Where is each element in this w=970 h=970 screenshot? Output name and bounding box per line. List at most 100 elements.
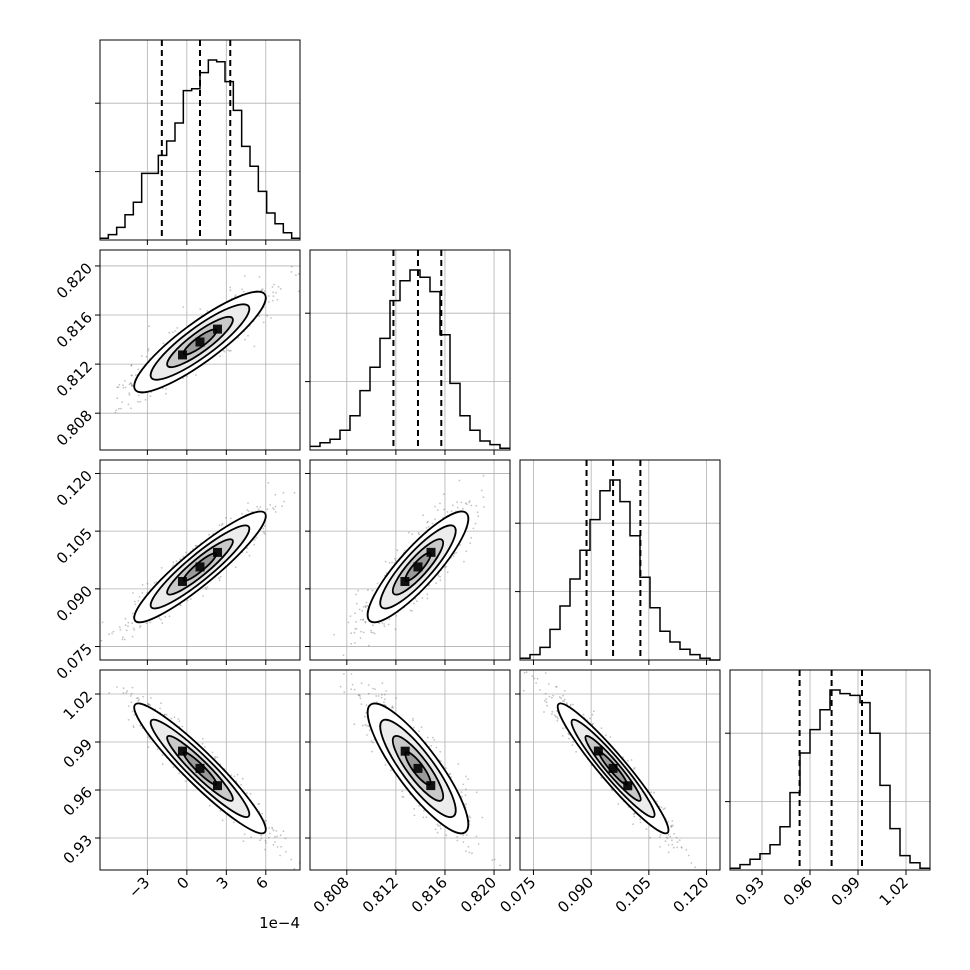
scatter-point [133, 629, 136, 631]
density-peak-cell [177, 576, 187, 586]
scatter-point [475, 505, 478, 507]
scatter-point [272, 295, 275, 297]
scatter-point [358, 694, 361, 696]
scatter-point [364, 620, 367, 623]
panel-frame [99, 459, 301, 661]
panel-content [339, 673, 502, 867]
density-peak-cell [195, 562, 205, 572]
scatter-point [275, 830, 278, 832]
scatter-point [160, 567, 163, 569]
scatter-point [165, 392, 167, 395]
scatter-point [383, 623, 385, 625]
scatter-point [241, 288, 244, 291]
scatter-point [214, 757, 217, 760]
scatter-point [667, 844, 670, 846]
scatter-point [688, 871, 690, 873]
scatter-point [450, 510, 453, 512]
scatter-point [350, 688, 352, 691]
scatter-point [218, 577, 220, 580]
scatter-point [371, 750, 373, 753]
scatter-point [137, 697, 139, 699]
scatter-point [265, 842, 267, 844]
x-tick-label-p3: 0.96 [780, 873, 816, 909]
scatter-point [391, 705, 394, 708]
density-peak-cell [608, 763, 618, 773]
scatter-point [248, 554, 251, 557]
scatter-point [342, 654, 345, 657]
x-tick-label-p3: 0.93 [732, 873, 768, 909]
x-tick-label-p1: 0.816 [408, 873, 451, 916]
scatter-point [417, 532, 420, 534]
scatter-point [437, 574, 440, 577]
scatter-point [241, 512, 243, 515]
scatter-point [364, 621, 367, 624]
scatter-point [127, 625, 129, 627]
scatter-point [241, 777, 244, 780]
contour-line-0 [182, 328, 218, 356]
scatter-point [127, 403, 130, 406]
scatter-point [249, 792, 252, 795]
density-peak-cell [178, 350, 188, 360]
scatter-point [243, 275, 246, 277]
scatter-point [381, 682, 384, 684]
scatter-point [476, 511, 479, 514]
scatter-point [357, 589, 359, 592]
scatter-point [664, 807, 666, 810]
scatter-point [589, 717, 591, 720]
scatter-point [147, 348, 150, 350]
scatter-point [163, 713, 166, 716]
density-peak-cell [623, 781, 633, 791]
scatter-point [413, 602, 415, 605]
scatter-point [413, 808, 415, 810]
scatter-point [439, 575, 441, 578]
panel-content [108, 686, 300, 870]
scatter-point [127, 621, 130, 624]
scatter-point [142, 695, 145, 698]
scatter-point [418, 533, 420, 536]
scatter-point [133, 600, 136, 603]
density-peak-cell [413, 562, 423, 572]
scatter-point [354, 612, 356, 614]
scatter-point [131, 710, 134, 713]
contour-line-2 [149, 303, 251, 381]
contour-line-0 [182, 751, 218, 786]
scatter-point [271, 828, 274, 830]
scatter-point [633, 812, 636, 815]
scatter-point [611, 789, 614, 792]
scatter-point [569, 703, 572, 706]
scatter-point [96, 648, 98, 650]
scatter-point [465, 775, 467, 778]
y-tick-label-p3: 1.02 [60, 687, 96, 723]
panel-frame [309, 249, 511, 451]
scatter-point [179, 558, 182, 561]
scatter-point [253, 543, 256, 546]
scatter-point [119, 628, 122, 631]
scatter-panel-p0-p3 [95, 669, 301, 875]
scatter-point [571, 744, 574, 746]
scatter-point [367, 692, 370, 695]
scatter-point [475, 835, 478, 838]
scatter-point [174, 330, 177, 332]
panel-frame [99, 39, 301, 241]
scatter-point [182, 377, 184, 380]
scatter-point [394, 559, 397, 562]
density-peak-cell [593, 746, 603, 756]
scatter-point [366, 724, 368, 727]
scatter-point [173, 716, 176, 719]
scatter-point [361, 609, 364, 612]
scatter-point [137, 600, 140, 602]
scatter-point [290, 271, 293, 273]
scatter-point [273, 283, 275, 286]
density-core [177, 746, 223, 791]
scatter-point [394, 557, 396, 560]
scatter-point [256, 505, 258, 508]
scatter-point [131, 612, 134, 615]
scatter-point [462, 507, 464, 510]
scatter-point [449, 772, 452, 775]
scatter-point [391, 561, 393, 564]
contour-line-3 [133, 510, 267, 624]
density-core [400, 547, 436, 586]
scatter-point [421, 597, 424, 599]
scatter-point [130, 364, 133, 367]
scatter-point [218, 579, 221, 582]
